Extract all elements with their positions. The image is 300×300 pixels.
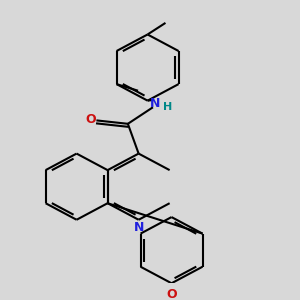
Text: O: O: [166, 288, 177, 300]
Text: N: N: [134, 220, 144, 233]
Text: O: O: [86, 113, 96, 126]
Text: N: N: [149, 97, 160, 110]
Text: H: H: [164, 102, 172, 112]
